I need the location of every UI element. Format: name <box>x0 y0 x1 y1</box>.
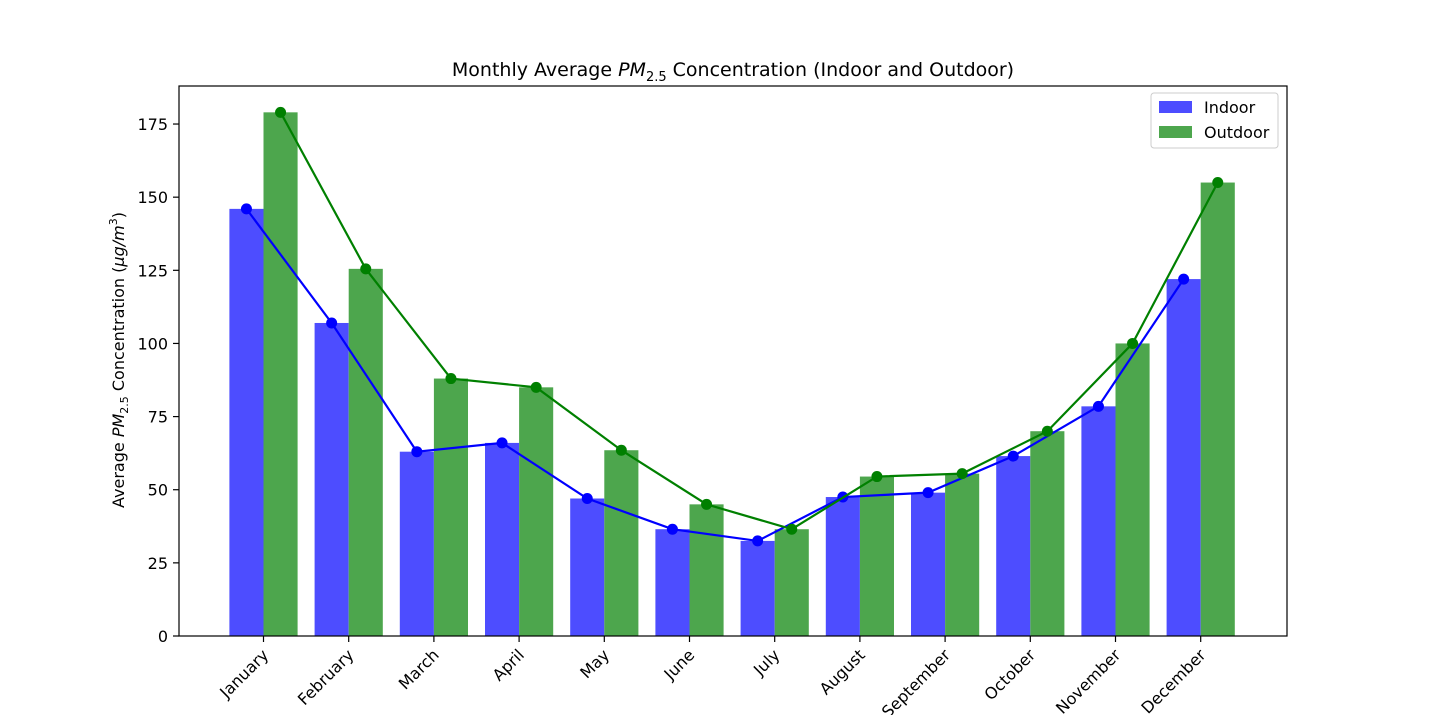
x-tick-label-july: July <box>749 645 783 679</box>
bar-indoor-november <box>1081 406 1116 636</box>
y-tick-label-100: 100 <box>137 334 168 353</box>
y-axis-label-math: PM <box>109 414 128 438</box>
chart-title-prefix: Monthly Average <box>452 59 618 81</box>
point-indoor-april <box>496 437 508 449</box>
x-tick-label-april: April <box>489 645 528 684</box>
x-tick-label-september: September <box>878 645 954 715</box>
point-indoor-december <box>1178 273 1190 285</box>
point-indoor-october <box>1007 450 1019 462</box>
x-tick-label-august: August <box>816 645 869 698</box>
point-indoor-july <box>752 535 764 547</box>
point-indoor-november <box>1092 400 1104 412</box>
bar-outdoor-june <box>689 504 724 636</box>
x-tick-label-november: November <box>1052 645 1125 715</box>
y-tick-label-125: 125 <box>137 261 168 280</box>
y-tick-label-175: 175 <box>137 115 168 134</box>
bar-outdoor-march <box>433 378 468 636</box>
point-outdoor-december <box>1212 177 1224 189</box>
bar-indoor-may <box>570 498 605 636</box>
legend-label-outdoor: Outdoor <box>1204 123 1270 142</box>
point-outdoor-september <box>956 468 968 480</box>
bars-layer <box>229 112 1235 637</box>
y-axis-label: Average PM2.5 Concentration (μg/m3) <box>107 212 131 508</box>
point-indoor-february <box>326 317 338 329</box>
line-outdoor <box>279 111 1219 531</box>
bar-outdoor-april <box>519 387 554 636</box>
legend-swatch-outdoor <box>1159 126 1192 138</box>
y-tick-label-25: 25 <box>148 554 168 573</box>
point-indoor-may <box>581 493 593 504</box>
point-outdoor-july <box>786 523 798 535</box>
bar-indoor-february <box>314 322 349 636</box>
bar-outdoor-july <box>774 529 809 636</box>
y-axis-label-unit-slash: / <box>109 239 128 248</box>
bar-outdoor-january <box>263 112 298 637</box>
bar-indoor-august <box>825 497 860 636</box>
x-tick-label-february: February <box>294 645 358 709</box>
point-outdoor-june <box>701 498 713 510</box>
bar-outdoor-may <box>604 450 639 636</box>
y-tick-label-50: 50 <box>148 481 168 500</box>
y-axis-label-math-sub: 2.5 <box>118 396 131 414</box>
bar-indoor-october <box>996 456 1031 636</box>
bar-indoor-january <box>229 208 264 636</box>
point-outdoor-may <box>615 444 627 456</box>
x-tick-label-march: March <box>395 645 443 693</box>
bar-indoor-march <box>399 451 434 636</box>
bar-outdoor-september <box>945 473 980 636</box>
chart-title-math-sub: 2.5 <box>646 70 667 85</box>
x-tick-label-october: October <box>980 645 1039 704</box>
legend-swatch-indoor <box>1159 101 1192 113</box>
point-outdoor-february <box>360 263 372 275</box>
point-outdoor-january <box>275 106 287 118</box>
y-axis-label-close: ) <box>109 212 128 218</box>
y-tick-label-0: 0 <box>158 627 168 646</box>
bar-indoor-april <box>485 442 520 636</box>
bar-outdoor-august <box>859 476 894 636</box>
point-outdoor-march <box>445 373 457 385</box>
y-tick-label-75: 75 <box>148 408 168 427</box>
bar-outdoor-october <box>1030 431 1065 636</box>
legend: Indoor Outdoor <box>1150 92 1279 149</box>
bar-indoor-september <box>911 492 946 636</box>
point-outdoor-october <box>1041 425 1053 437</box>
x-tick-label-may: May <box>576 645 613 682</box>
point-outdoor-april <box>530 381 542 393</box>
y-axis-label-unit-g: g <box>109 246 128 256</box>
chart-title-math: PM <box>618 59 646 81</box>
x-tick-label-january: January <box>215 645 272 702</box>
y-axis-label-unit-m: m <box>109 225 128 241</box>
x-tick-label-june: June <box>660 645 699 684</box>
chart-title: Monthly Average PM2.5 Concentration (Ind… <box>452 59 1014 85</box>
chart-title-suffix: Concentration (Indoor and Outdoor) <box>667 59 1014 81</box>
point-indoor-june <box>666 523 678 535</box>
bar-indoor-december <box>1166 279 1201 636</box>
legend-label-indoor: Indoor <box>1204 98 1256 117</box>
bar-outdoor-november <box>1115 343 1150 636</box>
plot-frame <box>178 85 1288 637</box>
bar-indoor-june <box>655 529 690 636</box>
bar-indoor-july <box>740 540 775 636</box>
point-indoor-march <box>411 446 423 458</box>
point-indoor-september <box>922 487 934 499</box>
y-tick-label-150: 150 <box>137 188 168 207</box>
point-indoor-january <box>240 203 252 215</box>
point-outdoor-august <box>871 471 883 483</box>
bar-outdoor-december <box>1200 182 1235 637</box>
bar-outdoor-february <box>348 268 383 636</box>
y-axis-label-unit-mu: μ <box>109 256 128 267</box>
line-indoor <box>245 208 1185 543</box>
point-outdoor-november <box>1127 337 1139 349</box>
y-axis-label-prefix: Average <box>109 437 128 508</box>
x-tick-label-december: December <box>1137 645 1209 715</box>
y-axis-label-mid: Concentration ( <box>109 267 128 397</box>
y-axis-label-unit-exp: 3 <box>107 218 120 225</box>
lines-layer <box>240 106 1224 547</box>
